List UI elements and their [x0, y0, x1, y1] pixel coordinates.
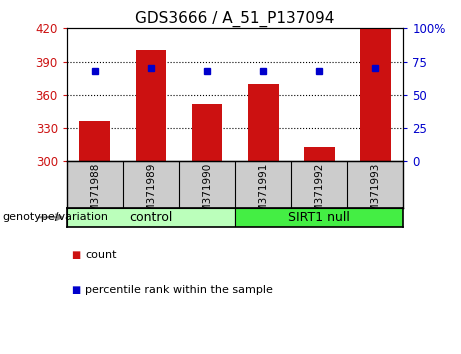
Bar — [360, 28, 391, 161]
Bar — [304, 147, 335, 161]
Bar — [67, 208, 235, 227]
Text: GSM371991: GSM371991 — [258, 163, 268, 226]
Text: GSM371990: GSM371990 — [202, 163, 212, 226]
Text: genotype/variation: genotype/variation — [2, 212, 108, 222]
Text: GSM371993: GSM371993 — [370, 163, 380, 226]
Bar — [235, 208, 403, 227]
Text: GSM371992: GSM371992 — [314, 163, 324, 226]
Bar — [79, 121, 110, 161]
Text: GSM371989: GSM371989 — [146, 163, 156, 226]
Text: ■: ■ — [71, 250, 81, 260]
Text: SIRT1 null: SIRT1 null — [288, 211, 350, 224]
Bar — [136, 51, 166, 161]
Text: ■: ■ — [71, 285, 81, 295]
Text: control: control — [129, 211, 173, 224]
Bar — [192, 104, 223, 161]
Bar — [248, 84, 278, 161]
Text: percentile rank within the sample: percentile rank within the sample — [85, 285, 273, 295]
Text: count: count — [85, 250, 117, 260]
Title: GDS3666 / A_51_P137094: GDS3666 / A_51_P137094 — [136, 11, 335, 27]
Text: GSM371988: GSM371988 — [90, 163, 100, 226]
